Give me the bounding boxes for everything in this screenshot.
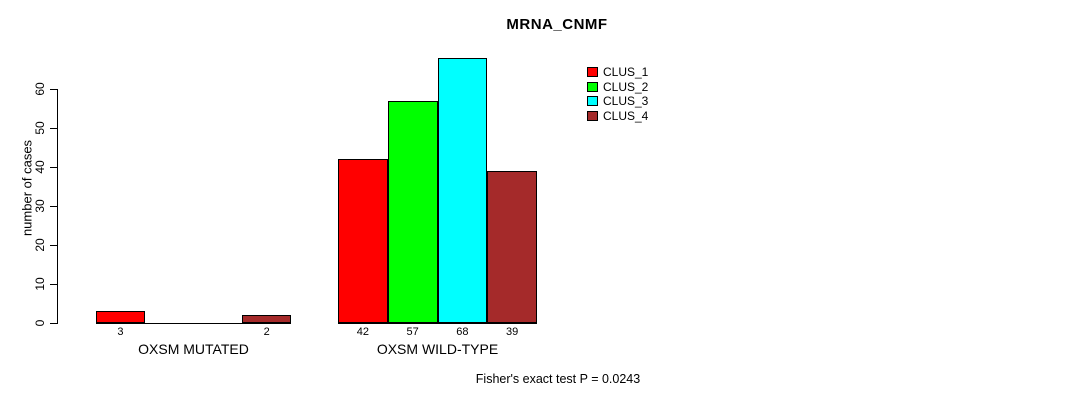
bar-clus_4-group2	[487, 170, 537, 323]
y-tick	[50, 323, 57, 324]
bar-value-label: 2	[263, 326, 270, 338]
bar-value-label: 42	[356, 326, 369, 338]
y-tick-label: 10	[33, 277, 47, 291]
y-tick-label: 50	[33, 121, 47, 135]
legend-label: CLUS_4	[603, 108, 649, 123]
y-tick	[50, 167, 57, 168]
legend-swatch	[587, 67, 598, 77]
group-baseline	[338, 323, 537, 324]
group-label: OXSM MUTATED	[138, 341, 249, 357]
legend-swatch	[587, 81, 598, 92]
bar-value-label: 57	[406, 326, 419, 338]
legend-swatch	[587, 96, 598, 106]
y-tick-label: 60	[33, 82, 47, 96]
y-axis-label: number of cases	[19, 139, 35, 237]
y-tick-label: 0	[33, 319, 47, 327]
y-axis-line	[57, 89, 58, 324]
y-tick-label: 30	[33, 199, 47, 213]
bar-clus_4-group1	[242, 315, 291, 323]
bar-clus_3-group2	[437, 57, 488, 323]
group-label: OXSM WILD-TYPE	[376, 341, 499, 357]
legend-label: CLUS_1	[603, 65, 649, 79]
bar-value-label: 39	[506, 326, 519, 338]
y-tick	[50, 284, 57, 285]
bar-clus_1-group2	[338, 159, 388, 323]
bar-value-label: 68	[456, 326, 469, 338]
legend-label: CLUS_3	[603, 94, 649, 108]
legend-label: CLUS_2	[603, 79, 649, 94]
y-tick-label: 40	[33, 160, 47, 174]
y-tick	[50, 128, 57, 129]
fisher-test-annotation: Fisher's exact test P = 0.0243	[475, 372, 641, 386]
y-tick	[50, 89, 57, 90]
y-tick	[50, 206, 57, 207]
bar-clus_1-group1	[96, 311, 145, 323]
bar-value-label: 3	[117, 326, 124, 338]
legend-item-clus_1: CLUS_1	[587, 66, 648, 78]
y-tick	[50, 245, 57, 246]
chart-title: MRNA_CNMF	[506, 16, 608, 33]
y-tick-label: 20	[33, 238, 47, 252]
legend-item-clus_3: CLUS_3	[587, 95, 648, 107]
group-baseline	[96, 323, 291, 324]
legend-item-clus_4: CLUS_4	[587, 110, 648, 122]
legend-item-clus_2: CLUS_2	[587, 81, 648, 93]
legend-swatch	[587, 110, 598, 121]
bar-clus_2-group2	[387, 100, 438, 323]
